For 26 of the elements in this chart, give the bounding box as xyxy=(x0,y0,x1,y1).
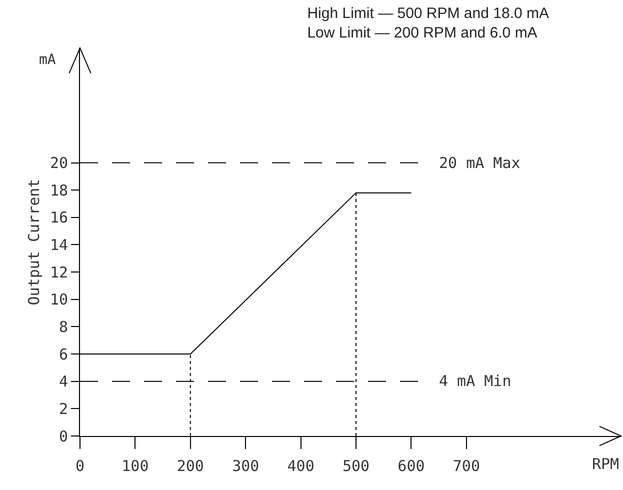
y-tick-label: 18 xyxy=(50,181,68,200)
y-tick-label: 4 xyxy=(58,372,68,391)
ref-line-label: 4 mA Min xyxy=(439,372,512,390)
ref-line-label: 20 mA Max xyxy=(439,154,520,172)
x-tick-label: 600 xyxy=(398,457,425,475)
y-tick-label: 6 xyxy=(58,345,68,364)
y-tick-label: 20 xyxy=(50,154,68,172)
chart-title: High Limit — 500 RPM and 18.0 mA xyxy=(307,5,549,22)
y-tick-label: 12 xyxy=(50,263,68,282)
x-tick-label: 200 xyxy=(176,457,204,475)
y-axis-title: Output Current xyxy=(25,178,44,306)
y-tick-label: 10 xyxy=(50,290,68,309)
y-tick-label: 0 xyxy=(58,427,68,446)
x-axis-title: RPM xyxy=(592,455,620,473)
y-tick-label: 16 xyxy=(50,208,68,227)
y-tick-label: 8 xyxy=(58,318,68,336)
x-tick-label: 300 xyxy=(232,457,260,475)
x-tick-label: 0 xyxy=(75,457,85,475)
y-tick-label: 14 xyxy=(50,236,68,254)
x-tick-label: 400 xyxy=(287,457,314,475)
x-tick-label: 100 xyxy=(122,457,149,475)
x-tick-label: 700 xyxy=(452,457,480,475)
y-tick-label: 2 xyxy=(58,400,68,418)
text: mA xyxy=(39,52,56,68)
x-tick-label: 500 xyxy=(342,457,370,475)
chart-subtitle: Low Limit — 200 RPM and 6.0 mA xyxy=(307,24,538,42)
